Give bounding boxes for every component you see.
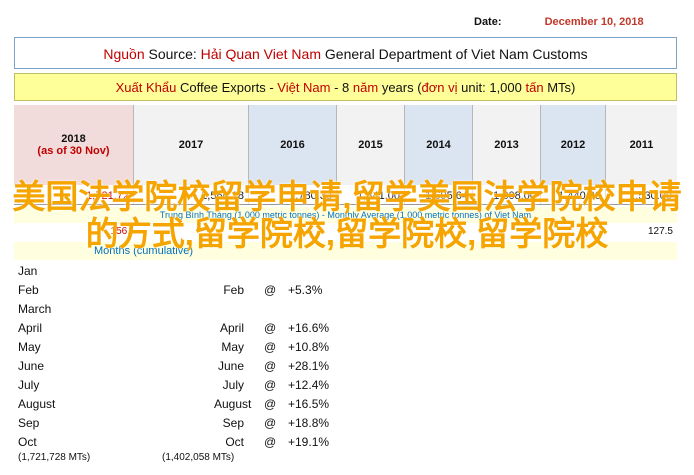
month-right: July bbox=[222, 378, 244, 392]
month-left: June bbox=[18, 359, 45, 373]
month-left: Jan bbox=[18, 264, 38, 278]
sub-tan: tấn bbox=[525, 80, 544, 95]
value-2012: 1,440.00 bbox=[541, 187, 606, 204]
source-en: Source: bbox=[144, 46, 201, 62]
month-right: Sep bbox=[222, 416, 244, 430]
source-title: Nguồn Source: Hải Quan Viet Nam General … bbox=[14, 37, 677, 69]
growth-value: +19.1% bbox=[288, 435, 330, 449]
header-2016: 2016 bbox=[249, 105, 337, 185]
month-row: Jan bbox=[14, 262, 344, 281]
subtitle: Xuất Khẩu Coffee Exports - Việt Nam - 8 … bbox=[14, 73, 677, 101]
month-right: Oct bbox=[225, 435, 244, 449]
growth-value: +12.4% bbox=[288, 378, 330, 392]
header-2017: 2017 bbox=[134, 105, 249, 185]
sub-t3: years ( bbox=[378, 80, 422, 95]
header-2015: 2015 bbox=[337, 105, 405, 185]
month-row: August August @ +16.5% bbox=[14, 395, 344, 414]
sub-t1: Coffee Exports - bbox=[176, 80, 278, 95]
header-2018-sub: (as of 30 Nov) bbox=[37, 145, 110, 157]
sub-t5: MTs) bbox=[543, 80, 576, 95]
value-2015: 1,341.00 bbox=[337, 187, 405, 204]
month-row: Oct Oct @ +19.1% bbox=[14, 433, 344, 452]
month-left: August bbox=[18, 397, 56, 411]
date-value: December 10, 2018 bbox=[544, 16, 644, 28]
growth-value: +18.8% bbox=[288, 416, 330, 430]
watermark-overlay-text: 美国法学院校留学申请,留学美国法学院校申请的方式,留学院校,留学院校,留学院校 bbox=[12, 178, 682, 252]
month-right: May bbox=[221, 340, 244, 354]
sub-xk: Xuất Khẩu bbox=[115, 80, 177, 95]
month-left: July bbox=[18, 378, 40, 392]
monthly-average-line: Trung Bình Tháng (1,000 metric tonnes) -… bbox=[14, 207, 677, 223]
growth-value: +16.6% bbox=[288, 321, 330, 335]
month-row: Feb Feb @ +5.3% bbox=[14, 281, 344, 300]
sub-vn: Việt Nam bbox=[277, 80, 331, 95]
month-row: July July @ +12.4% bbox=[14, 376, 344, 395]
at-sign: @ bbox=[264, 283, 277, 297]
sub-nam: năm bbox=[352, 80, 379, 95]
value-2016: 1,780.33 bbox=[249, 187, 337, 204]
month-row: March bbox=[14, 300, 344, 319]
sub-dv: đơn vị bbox=[421, 80, 458, 95]
at-sign: @ bbox=[264, 359, 277, 373]
growth-value: +10.8% bbox=[288, 340, 330, 354]
header-2011: 2011 bbox=[606, 105, 677, 185]
at-sign: @ bbox=[264, 435, 277, 449]
value-2017: 1,566.18 bbox=[134, 187, 249, 204]
month-left: Oct bbox=[18, 435, 37, 449]
header-2014: 2014 bbox=[405, 105, 473, 185]
at-sign: @ bbox=[264, 378, 277, 392]
growth-value: +16.5% bbox=[288, 397, 330, 411]
pct-first: 156. bbox=[110, 226, 130, 237]
month-row: Sep Sep @ +18.8% bbox=[14, 414, 344, 433]
source-vn: Nguồn bbox=[103, 46, 145, 62]
source-hq: Hải Quan Viet Nam bbox=[200, 46, 321, 62]
source-rest: General Department of Viet Nam Customs bbox=[321, 46, 588, 62]
header-2013: 2013 bbox=[473, 105, 541, 185]
value-2018: 1,721.72 bbox=[14, 187, 134, 204]
month-left: March bbox=[18, 302, 52, 316]
date-line: Date: December 10, 2018 bbox=[474, 16, 644, 28]
header-2018: 2018 (as of 30 Nov) bbox=[14, 105, 134, 185]
month-left: May bbox=[18, 340, 41, 354]
at-sign: @ bbox=[264, 321, 277, 335]
sub-t4: unit: 1,000 bbox=[457, 80, 526, 95]
month-right: Feb bbox=[223, 283, 244, 297]
at-sign: @ bbox=[264, 397, 277, 411]
header-2012: 2012 bbox=[541, 105, 606, 185]
header-2018-year: 2018 bbox=[61, 133, 86, 145]
footer-right: (1,402,058 MTs) bbox=[162, 452, 235, 463]
coffee-export-sheet: Nguồn Source: Hải Quan Viet Nam General … bbox=[14, 37, 677, 467]
value-2011: 1,530.00 bbox=[606, 187, 677, 204]
total-values-row: 1,721.72 1,566.18 1,780.33 1,341.00 1,69… bbox=[14, 187, 677, 205]
value-2013: 1,308.00 bbox=[473, 187, 541, 204]
month-left: Sep bbox=[18, 416, 40, 430]
month-right: April bbox=[219, 321, 244, 335]
month-right: June bbox=[217, 359, 244, 373]
growth-value: +5.3% bbox=[288, 283, 323, 297]
month-row: June June @ +28.1% bbox=[14, 357, 344, 376]
at-sign: @ bbox=[264, 340, 277, 354]
monthly-average-values: 156. 127.5 bbox=[14, 224, 677, 240]
month-row: May May @ +10.8% bbox=[14, 338, 344, 357]
year-header-row: 2018 (as of 30 Nov) 2017 2016 2015 2014 … bbox=[14, 105, 677, 185]
month-left: April bbox=[18, 321, 43, 335]
value-2014: 1,695.64 bbox=[405, 187, 473, 204]
pct-last: 127.5 bbox=[647, 226, 673, 237]
cumulative-header: Months (cumulative) bbox=[14, 242, 677, 260]
month-right: August bbox=[214, 397, 252, 411]
at-sign: @ bbox=[264, 416, 277, 430]
month-row: April April @ +16.6% bbox=[14, 319, 344, 338]
month-left: Feb bbox=[18, 283, 39, 297]
sub-t2: - 8 bbox=[330, 80, 353, 95]
growth-value: +28.1% bbox=[288, 359, 330, 373]
footer-left: (1,721,728 MTs) bbox=[18, 452, 91, 463]
date-label: Date: bbox=[474, 16, 502, 28]
